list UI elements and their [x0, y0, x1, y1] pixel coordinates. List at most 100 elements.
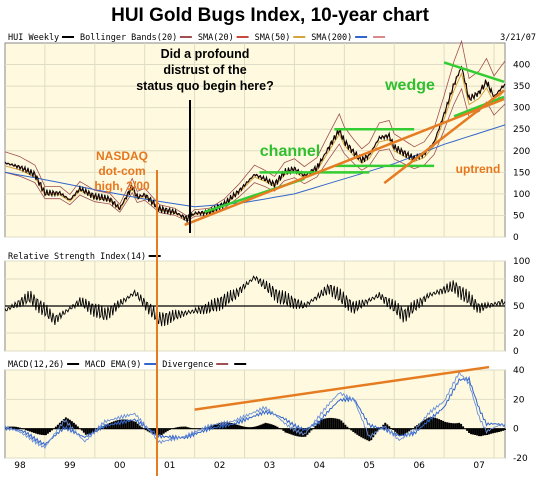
divergence-bar — [494, 428, 497, 433]
divergence-bar — [140, 427, 143, 429]
divergence-bar — [30, 428, 33, 433]
divergence-bar — [458, 422, 461, 429]
macd-lines — [4, 365, 507, 450]
divergence-bar — [134, 421, 137, 429]
divergence-bar — [242, 426, 245, 429]
divergence-bar — [128, 420, 131, 429]
x-tick-label: 01 — [164, 461, 175, 471]
divergence-bar — [334, 418, 337, 429]
divergence-bar — [394, 428, 397, 432]
divergence-bar — [398, 428, 401, 436]
divergence-bar — [280, 428, 283, 430]
macd-legend: MACD(12,26) MACD EMA(9) Divergence — [8, 360, 247, 370]
divergence-bar — [324, 418, 327, 429]
divergence-bar — [126, 419, 129, 429]
divergence-bar — [188, 427, 191, 429]
bollinger-upper-line — [4, 39, 506, 217]
wedge-lower-line — [453, 95, 505, 118]
chart-title: HUI Gold Bugs Index, 10-year chart — [111, 5, 429, 26]
divergence-bar — [426, 418, 429, 429]
divergence-bar — [254, 426, 257, 429]
divergence-bar — [166, 428, 169, 432]
divergence-bar — [266, 423, 269, 429]
divergence-bar — [18, 427, 21, 429]
divergence-bar — [466, 428, 469, 431]
divergence-bar — [454, 423, 457, 429]
divergence-bar — [370, 428, 373, 441]
price-tick-label: 300 — [513, 104, 530, 114]
divergence-bar — [260, 424, 263, 429]
divergence-bar — [154, 428, 157, 435]
divergence-bar — [376, 428, 379, 432]
divergence-bar — [54, 426, 57, 429]
divergence-bar — [278, 427, 281, 429]
divergence-bar — [386, 424, 389, 429]
price-tick-label: 50 — [513, 211, 525, 221]
divergence-bar — [372, 428, 375, 438]
divergence-bar — [450, 423, 453, 429]
price-tick-label: 150 — [513, 168, 530, 178]
price-grid — [5, 43, 505, 238]
divergence-bar — [420, 422, 423, 429]
divergence-bar — [212, 424, 215, 429]
legend-label: MACD(12,26) — [8, 360, 64, 370]
distrust-line-3: status quo begin here? — [136, 79, 274, 93]
x-tick-label: 06 — [413, 461, 425, 471]
divergence-bar — [218, 422, 221, 429]
divergence-bar — [460, 423, 463, 429]
macd-axis: -20 0 20 40 — [513, 366, 528, 464]
divergence-bar — [50, 428, 53, 431]
divergence-bar — [408, 428, 411, 432]
divergence-bar — [92, 428, 95, 433]
divergence-bar — [500, 428, 503, 432]
divergence-bar — [288, 428, 291, 434]
divergence-bar — [174, 427, 177, 429]
divergence-bar — [162, 428, 165, 434]
divergence-bar — [184, 426, 187, 429]
divergence-bar — [238, 425, 241, 429]
divergence-bar — [316, 423, 319, 429]
rsi-tick-label: 80 — [513, 275, 525, 285]
divergence-bar — [364, 428, 367, 440]
divergence-bar — [492, 428, 495, 434]
divergence-bar — [90, 428, 93, 434]
divergence-bar — [446, 422, 449, 429]
legend-label: SMA(200) — [311, 33, 352, 43]
divergence-bar — [72, 422, 75, 429]
divergence-bar — [262, 423, 265, 429]
divergence-bar — [396, 428, 399, 434]
divergence-bar — [484, 428, 487, 436]
divergence-bar — [352, 428, 355, 432]
divergence-bar — [330, 417, 333, 429]
divergence-bar — [476, 428, 479, 436]
rsi-tick-label: 100 — [513, 257, 530, 267]
divergence-bar — [438, 419, 441, 429]
divergence-bar — [308, 428, 311, 433]
divergence-bar — [168, 428, 171, 430]
divergence-bar — [180, 426, 183, 429]
divergence-bar — [270, 424, 273, 429]
divergence-bar — [296, 428, 299, 437]
divergence-bar — [116, 420, 119, 429]
divergence-bar — [268, 423, 271, 429]
rsi-tick-label: 20 — [513, 329, 525, 339]
divergence-bar — [86, 428, 89, 435]
divergence-bar — [244, 426, 247, 429]
divergence-bar — [290, 428, 293, 435]
uptrend-line — [184, 97, 505, 227]
divergence-bar — [390, 428, 393, 429]
divergence-bar — [64, 417, 67, 429]
price-axis: 0 50 100 150 200 250 300 350 400 — [513, 61, 530, 243]
divergence-bar — [246, 427, 249, 429]
divergence-bar — [186, 427, 189, 429]
channel-label: channel — [260, 143, 320, 160]
divergence-bar — [10, 426, 13, 429]
divergence-bar — [12, 426, 15, 429]
divergence-bar — [504, 428, 507, 431]
divergence-bar — [480, 428, 483, 437]
divergence-bar — [436, 418, 439, 429]
divergence-bar — [468, 428, 471, 433]
distrust-line-2: distrust of the — [163, 63, 246, 77]
divergence-bar — [240, 425, 243, 429]
